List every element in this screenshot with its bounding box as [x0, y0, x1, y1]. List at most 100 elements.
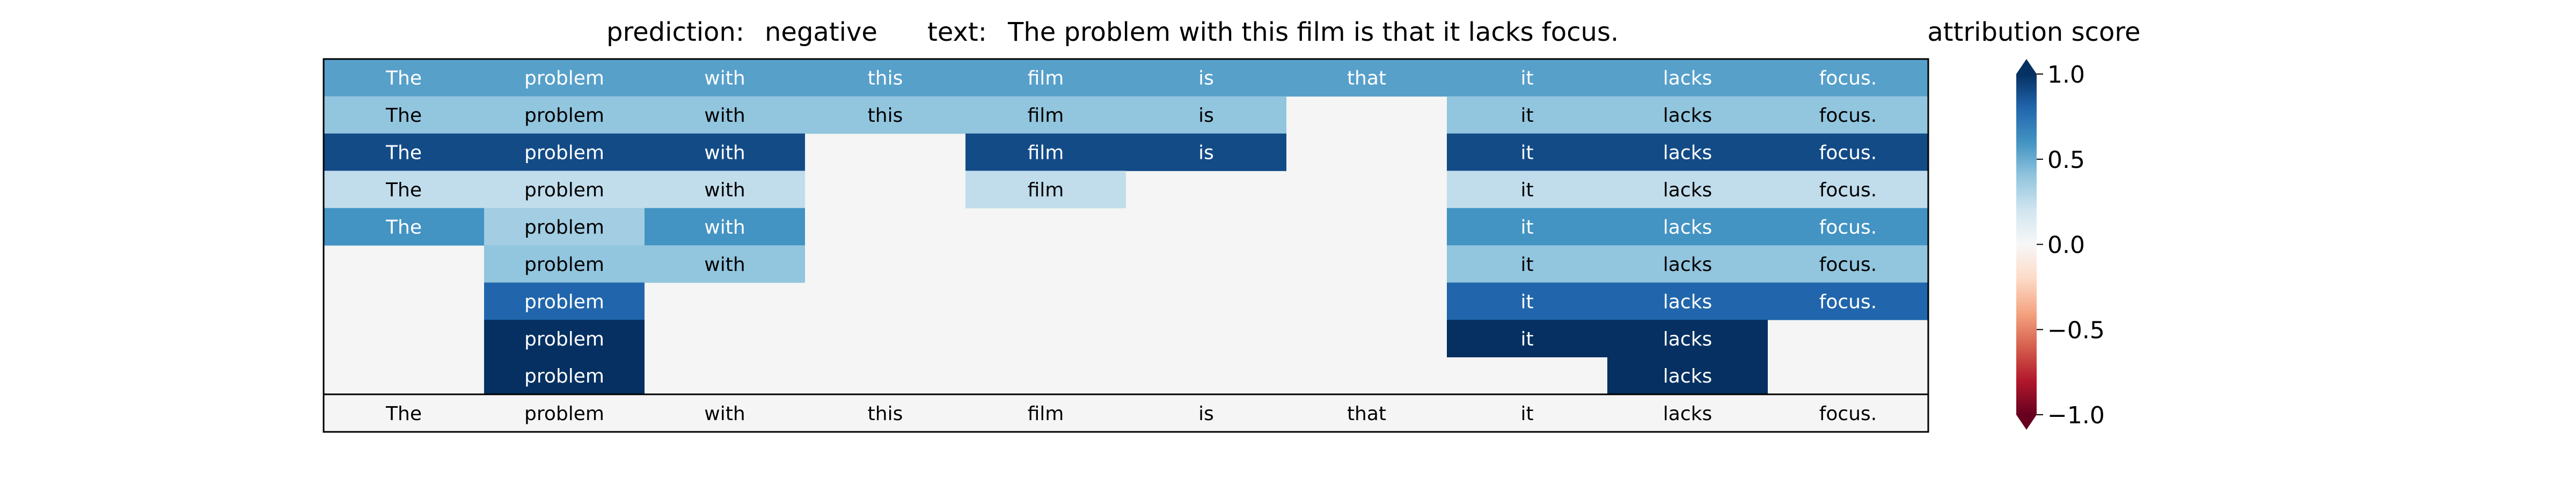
colorbar-tick-label: −1.0: [2047, 402, 2105, 429]
heatmap-cell-label: The: [385, 142, 422, 164]
colorbar-tick-label: 1.0: [2047, 61, 2085, 89]
token-label: focus.: [1819, 403, 1877, 425]
token-label: is: [1198, 403, 1214, 425]
heatmap-cell-label: it: [1520, 179, 1533, 201]
text-label: text:: [927, 17, 987, 47]
heatmap-cell: [1447, 208, 1607, 246]
heatmap-cell-label: focus.: [1819, 254, 1877, 276]
text-value: The problem with this film is that it la…: [1007, 17, 1619, 47]
heatmap-cells: [324, 59, 1928, 395]
heatmap-cell-label: film: [1028, 142, 1064, 164]
heatmap-cell-label: it: [1520, 68, 1533, 90]
heatmap-cell: [1286, 59, 1447, 97]
heatmap-cell-label: focus.: [1819, 291, 1877, 313]
heatmap-cell-label: problem: [524, 105, 604, 127]
heatmap-cell-label: lacks: [1663, 216, 1712, 238]
token-label: lacks: [1663, 403, 1712, 425]
colorbar-gradient: [2016, 74, 2037, 415]
token-reference-row: The problem with this film is that it lacks focus…: [324, 394, 1928, 432]
heatmap-cell-label: lacks: [1663, 254, 1712, 276]
heatmap-cell-label: with: [704, 105, 745, 127]
token-label: The: [385, 403, 422, 425]
heatmap-cell: [1607, 208, 1768, 246]
heatmap-cell-label: lacks: [1663, 291, 1712, 313]
heatmap-cell-label: problem: [524, 142, 604, 164]
heatmap-cell: [1768, 171, 1928, 209]
token-label: problem: [524, 403, 604, 425]
heatmap-cell-label: with: [704, 142, 745, 164]
heatmap-cell-label: problem: [524, 291, 604, 313]
colorbar-extend-min: [2016, 415, 2037, 430]
chart-title: prediction: negative text: The problem w…: [606, 17, 1619, 47]
heatmap-cell-label: problem: [524, 328, 604, 350]
heatmap-cell: [484, 320, 645, 358]
heatmap-cell: [324, 59, 484, 97]
heatmap-cell: [1768, 96, 1928, 134]
colorbar-ticks: 1.0 0.5 0.0 −0.5 −1.0: [2037, 61, 2105, 429]
heatmap-cell-label: with: [704, 216, 745, 238]
heatmap-cell-label: film: [1028, 105, 1064, 127]
heatmap-cell-label: The: [385, 105, 422, 127]
heatmap-cell: [484, 59, 645, 97]
heatmap-cell: [1607, 245, 1768, 283]
heatmap-cell: [1607, 320, 1768, 358]
heatmap-cell-label: is: [1198, 142, 1214, 164]
token-label: with: [704, 403, 745, 425]
colorbar-tick-label: 0.0: [2047, 232, 2085, 259]
heatmap-cell: [1447, 96, 1607, 134]
heatmap-cell-label: focus.: [1819, 179, 1877, 201]
heatmap-cell-label: lacks: [1663, 68, 1712, 90]
heatmap-cell-label: problem: [524, 365, 604, 387]
heatmap-cell: [645, 96, 805, 134]
heatmap-cell: [1607, 59, 1768, 97]
token-label: that: [1347, 403, 1386, 425]
heatmap-cell-label: The: [385, 216, 422, 238]
heatmap-cell: [645, 245, 805, 283]
heatmap-cell: [1126, 96, 1286, 134]
token-label: this: [868, 403, 903, 425]
heatmap-cell: [324, 208, 484, 246]
heatmap-cell-label: focus.: [1819, 105, 1877, 127]
heatmap-cell: [1607, 171, 1768, 209]
heatmap-cell: [1607, 133, 1768, 171]
heatmap-cell-label: it: [1520, 105, 1533, 127]
heatmap-cell-label: with: [704, 68, 745, 90]
heatmap-cell-label: film: [1028, 179, 1064, 201]
heatmap-cell: [1447, 245, 1607, 283]
heatmap-cell-label: it: [1520, 254, 1533, 276]
heatmap-cell: [1768, 208, 1928, 246]
heatmap-cell: [645, 208, 805, 246]
heatmap-cell: [1768, 133, 1928, 171]
colorbar: attribution score 1.0 0.5 0.0 −0.5 −1.0: [1927, 17, 2141, 430]
heatmap-cell: [645, 133, 805, 171]
colorbar-tick-label: −0.5: [2047, 317, 2105, 344]
heatmap-cell: [965, 133, 1126, 171]
heatmap-cell-label: it: [1520, 328, 1533, 350]
heatmap-cell: [484, 282, 645, 320]
heatmap-cell: [1447, 320, 1607, 358]
heatmap-cell: [1447, 133, 1607, 171]
token-label: it: [1520, 403, 1533, 425]
heatmap-cell: [1126, 133, 1286, 171]
heatmap-cell: [484, 96, 645, 134]
heatmap-cell-label: with: [704, 179, 745, 201]
heatmap-cell: [1447, 282, 1607, 320]
heatmap-cell-label: problem: [524, 179, 604, 201]
heatmap-cell: [484, 171, 645, 209]
heatmap-cell: [484, 245, 645, 283]
heatmap-cell-label: lacks: [1663, 142, 1712, 164]
heatmap-cell: [1447, 171, 1607, 209]
heatmap-cell-label: film: [1028, 68, 1064, 90]
heatmap-cell: [805, 59, 965, 97]
heatmap-cell-label: is: [1198, 68, 1214, 90]
colorbar-tick-label: 0.5: [2047, 146, 2085, 174]
heatmap-cell-label: problem: [524, 254, 604, 276]
heatmap-cell: [645, 171, 805, 209]
heatmap-cell-label: is: [1198, 105, 1214, 127]
prediction-value: negative: [765, 17, 877, 47]
heatmap-cell: [324, 171, 484, 209]
heatmap-cell: [965, 171, 1126, 209]
heatmap-cell-label: this: [868, 105, 903, 127]
